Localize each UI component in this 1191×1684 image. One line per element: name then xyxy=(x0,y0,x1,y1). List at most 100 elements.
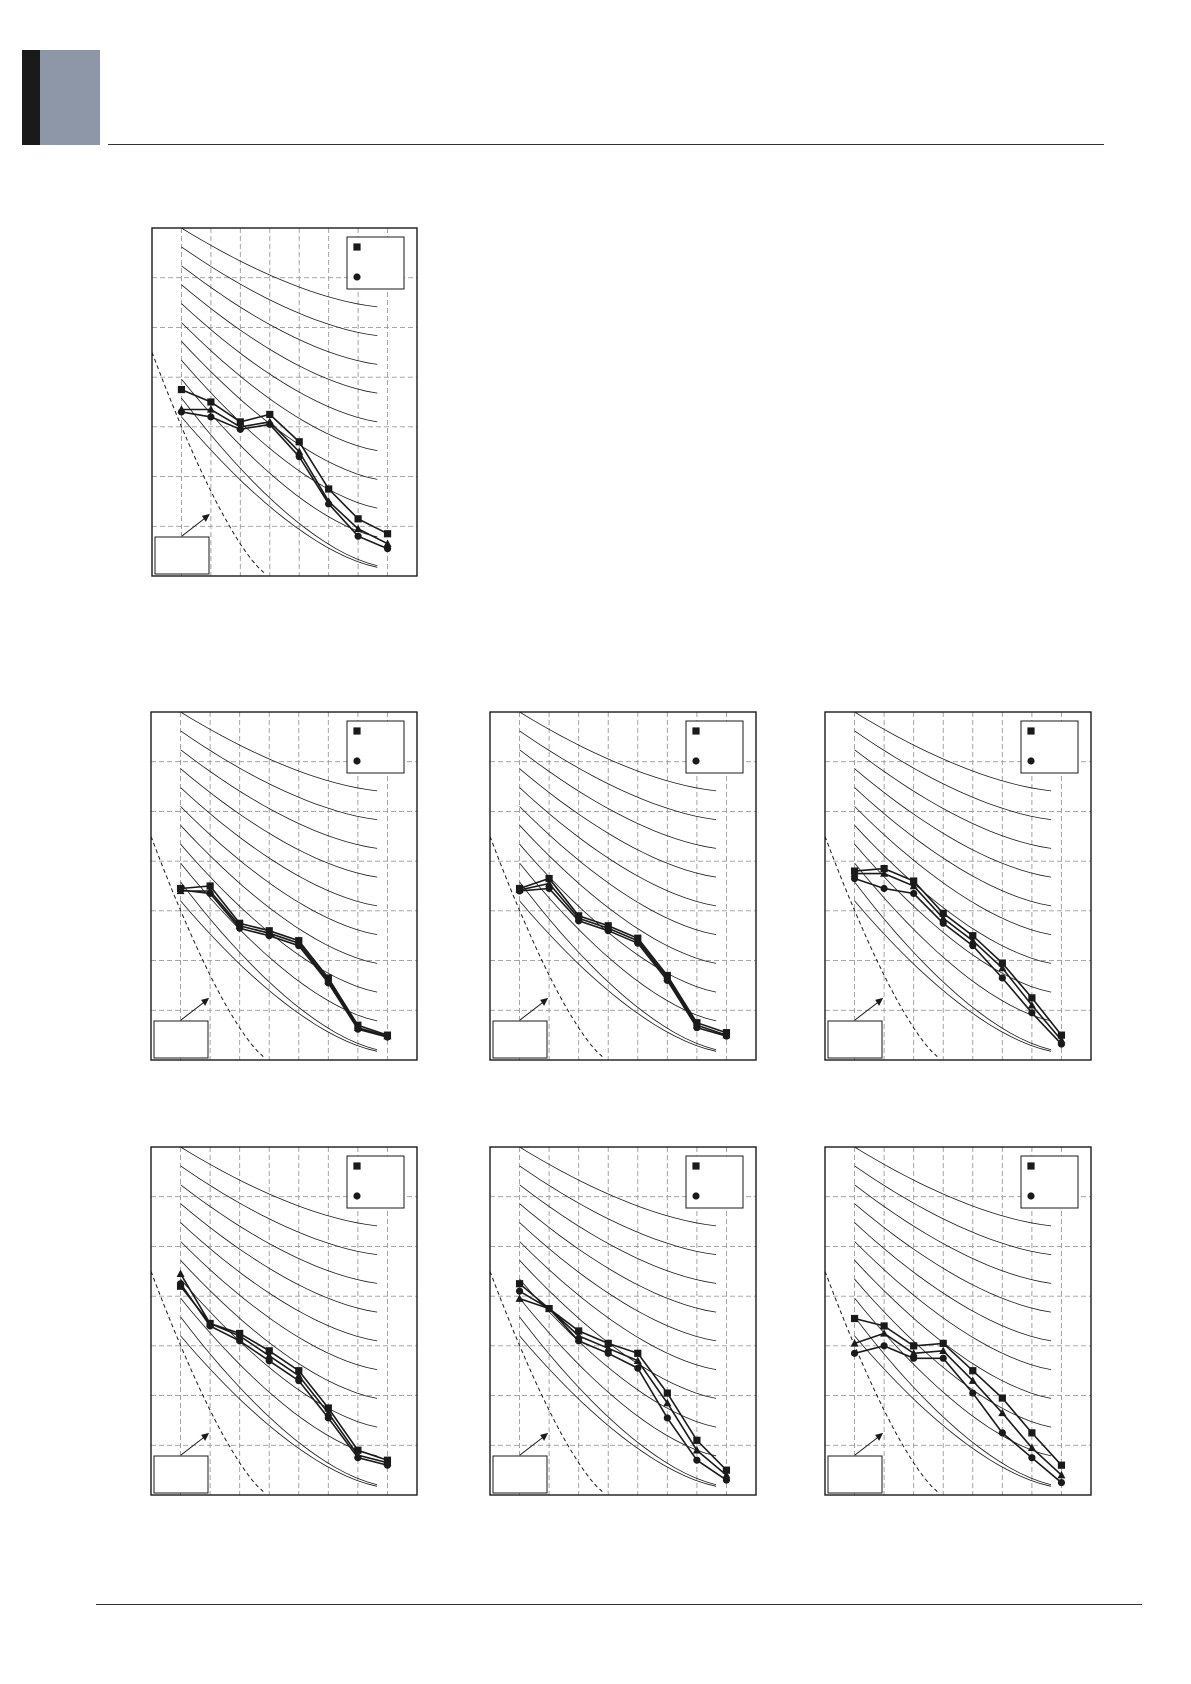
annotation-arrow-head xyxy=(201,1432,210,1441)
legend-marker-circle xyxy=(1027,1192,1035,1200)
series-line xyxy=(180,889,388,1038)
reference-curve xyxy=(180,1316,378,1486)
data-point-triangle xyxy=(206,405,215,413)
data-point-triangle xyxy=(909,1349,918,1357)
reference-curve xyxy=(854,1316,1052,1486)
data-point-circle xyxy=(383,1033,392,1041)
series-line xyxy=(854,1345,1062,1484)
reference-curves xyxy=(180,1146,378,1487)
series-circle xyxy=(176,1280,392,1469)
data-point-circle xyxy=(515,887,524,895)
legend-marker-circle xyxy=(1027,757,1035,765)
annotation-arrow-head xyxy=(201,513,210,522)
reference-curve xyxy=(180,730,378,820)
legend-marker-square xyxy=(1027,1162,1035,1170)
chart-panel-5 xyxy=(150,1146,418,1496)
data-point-circle xyxy=(325,500,333,508)
data-point-square xyxy=(545,874,553,883)
reference-curves xyxy=(519,1146,717,1487)
legend-marker-square xyxy=(692,1162,700,1170)
data-point-square xyxy=(693,1436,701,1444)
series-circle xyxy=(176,886,392,1041)
data-point-circle xyxy=(207,413,215,421)
data-point-circle xyxy=(634,939,642,947)
reference-curve xyxy=(854,1241,1052,1370)
data-point-square xyxy=(663,1389,671,1397)
data-point-square xyxy=(1057,1031,1066,1039)
data-point-circle xyxy=(880,1342,888,1350)
series-line xyxy=(854,877,1062,1045)
data-point-circle xyxy=(236,1337,244,1345)
series-triangle xyxy=(850,1329,1066,1479)
reference-curve xyxy=(854,711,1052,792)
annotation-box xyxy=(827,1455,883,1494)
annotation-box xyxy=(492,1020,548,1059)
reference-curve xyxy=(519,730,717,820)
data-point-square xyxy=(575,1327,583,1335)
reference-curve xyxy=(854,806,1052,935)
data-point-square xyxy=(969,1367,977,1375)
header-tab-gray xyxy=(40,50,100,145)
legend xyxy=(685,720,744,774)
data-point-square xyxy=(880,1322,888,1330)
data-point-triangle xyxy=(1057,1470,1066,1479)
series-circle xyxy=(515,1287,731,1484)
annotation-box xyxy=(153,1455,209,1494)
data-point-triangle xyxy=(265,1351,274,1359)
plot-frame xyxy=(824,1146,1092,1496)
limit-curve-dashed xyxy=(824,836,938,1057)
data-point-square xyxy=(207,398,215,406)
legend xyxy=(346,720,405,774)
data-point-square xyxy=(236,418,244,426)
data-point-circle xyxy=(236,425,244,433)
data-point-square xyxy=(295,438,303,446)
data-point-square xyxy=(206,882,214,890)
series-line xyxy=(181,411,388,550)
reference-curve xyxy=(519,1184,717,1284)
data-point-square xyxy=(910,1342,918,1350)
data-point-circle xyxy=(604,1349,612,1357)
data-point-square xyxy=(604,1339,612,1347)
reference-curve xyxy=(180,1222,378,1342)
annotation-box xyxy=(154,536,210,575)
data-point-circle xyxy=(1057,1040,1066,1048)
data-point-square xyxy=(969,932,977,940)
data-point-circle xyxy=(383,1461,392,1469)
reference-curve xyxy=(180,1146,378,1227)
reference-curve xyxy=(854,1184,1052,1284)
legend xyxy=(1020,1155,1079,1209)
series-circle xyxy=(850,874,1066,1048)
annotation-arrow-head xyxy=(875,997,884,1006)
data-point-triangle xyxy=(545,879,554,887)
data-point-circle xyxy=(383,545,392,553)
data-point-triangle xyxy=(850,1339,859,1347)
data-point-circle xyxy=(880,884,888,893)
data-point-circle xyxy=(324,979,332,987)
data-point-circle xyxy=(354,1025,362,1033)
reference-curve xyxy=(180,768,378,878)
data-point-square xyxy=(722,1466,731,1474)
reference-curve xyxy=(180,1184,378,1284)
data-point-circle xyxy=(998,974,1006,982)
data-point-circle xyxy=(1028,1454,1036,1462)
data-point-circle xyxy=(324,1414,332,1422)
legend-marker-square xyxy=(692,727,700,735)
series-line xyxy=(180,885,388,1036)
reference-curve xyxy=(180,1241,378,1370)
header-rule xyxy=(108,144,1104,145)
data-point-circle xyxy=(176,886,185,894)
data-point-circle xyxy=(177,408,186,416)
reference-curve xyxy=(854,768,1052,878)
reference-curve xyxy=(181,265,378,365)
reference-curve xyxy=(519,881,717,1051)
reference-curve xyxy=(519,787,717,907)
series-line xyxy=(181,388,388,535)
reference-curves xyxy=(180,711,378,1052)
legend xyxy=(346,236,405,290)
reference-curve xyxy=(181,359,378,509)
annotation-arrow xyxy=(180,1434,208,1456)
reference-curve xyxy=(180,1203,378,1313)
annotation-arrow-head xyxy=(540,1432,549,1441)
reference-curve xyxy=(519,768,717,878)
